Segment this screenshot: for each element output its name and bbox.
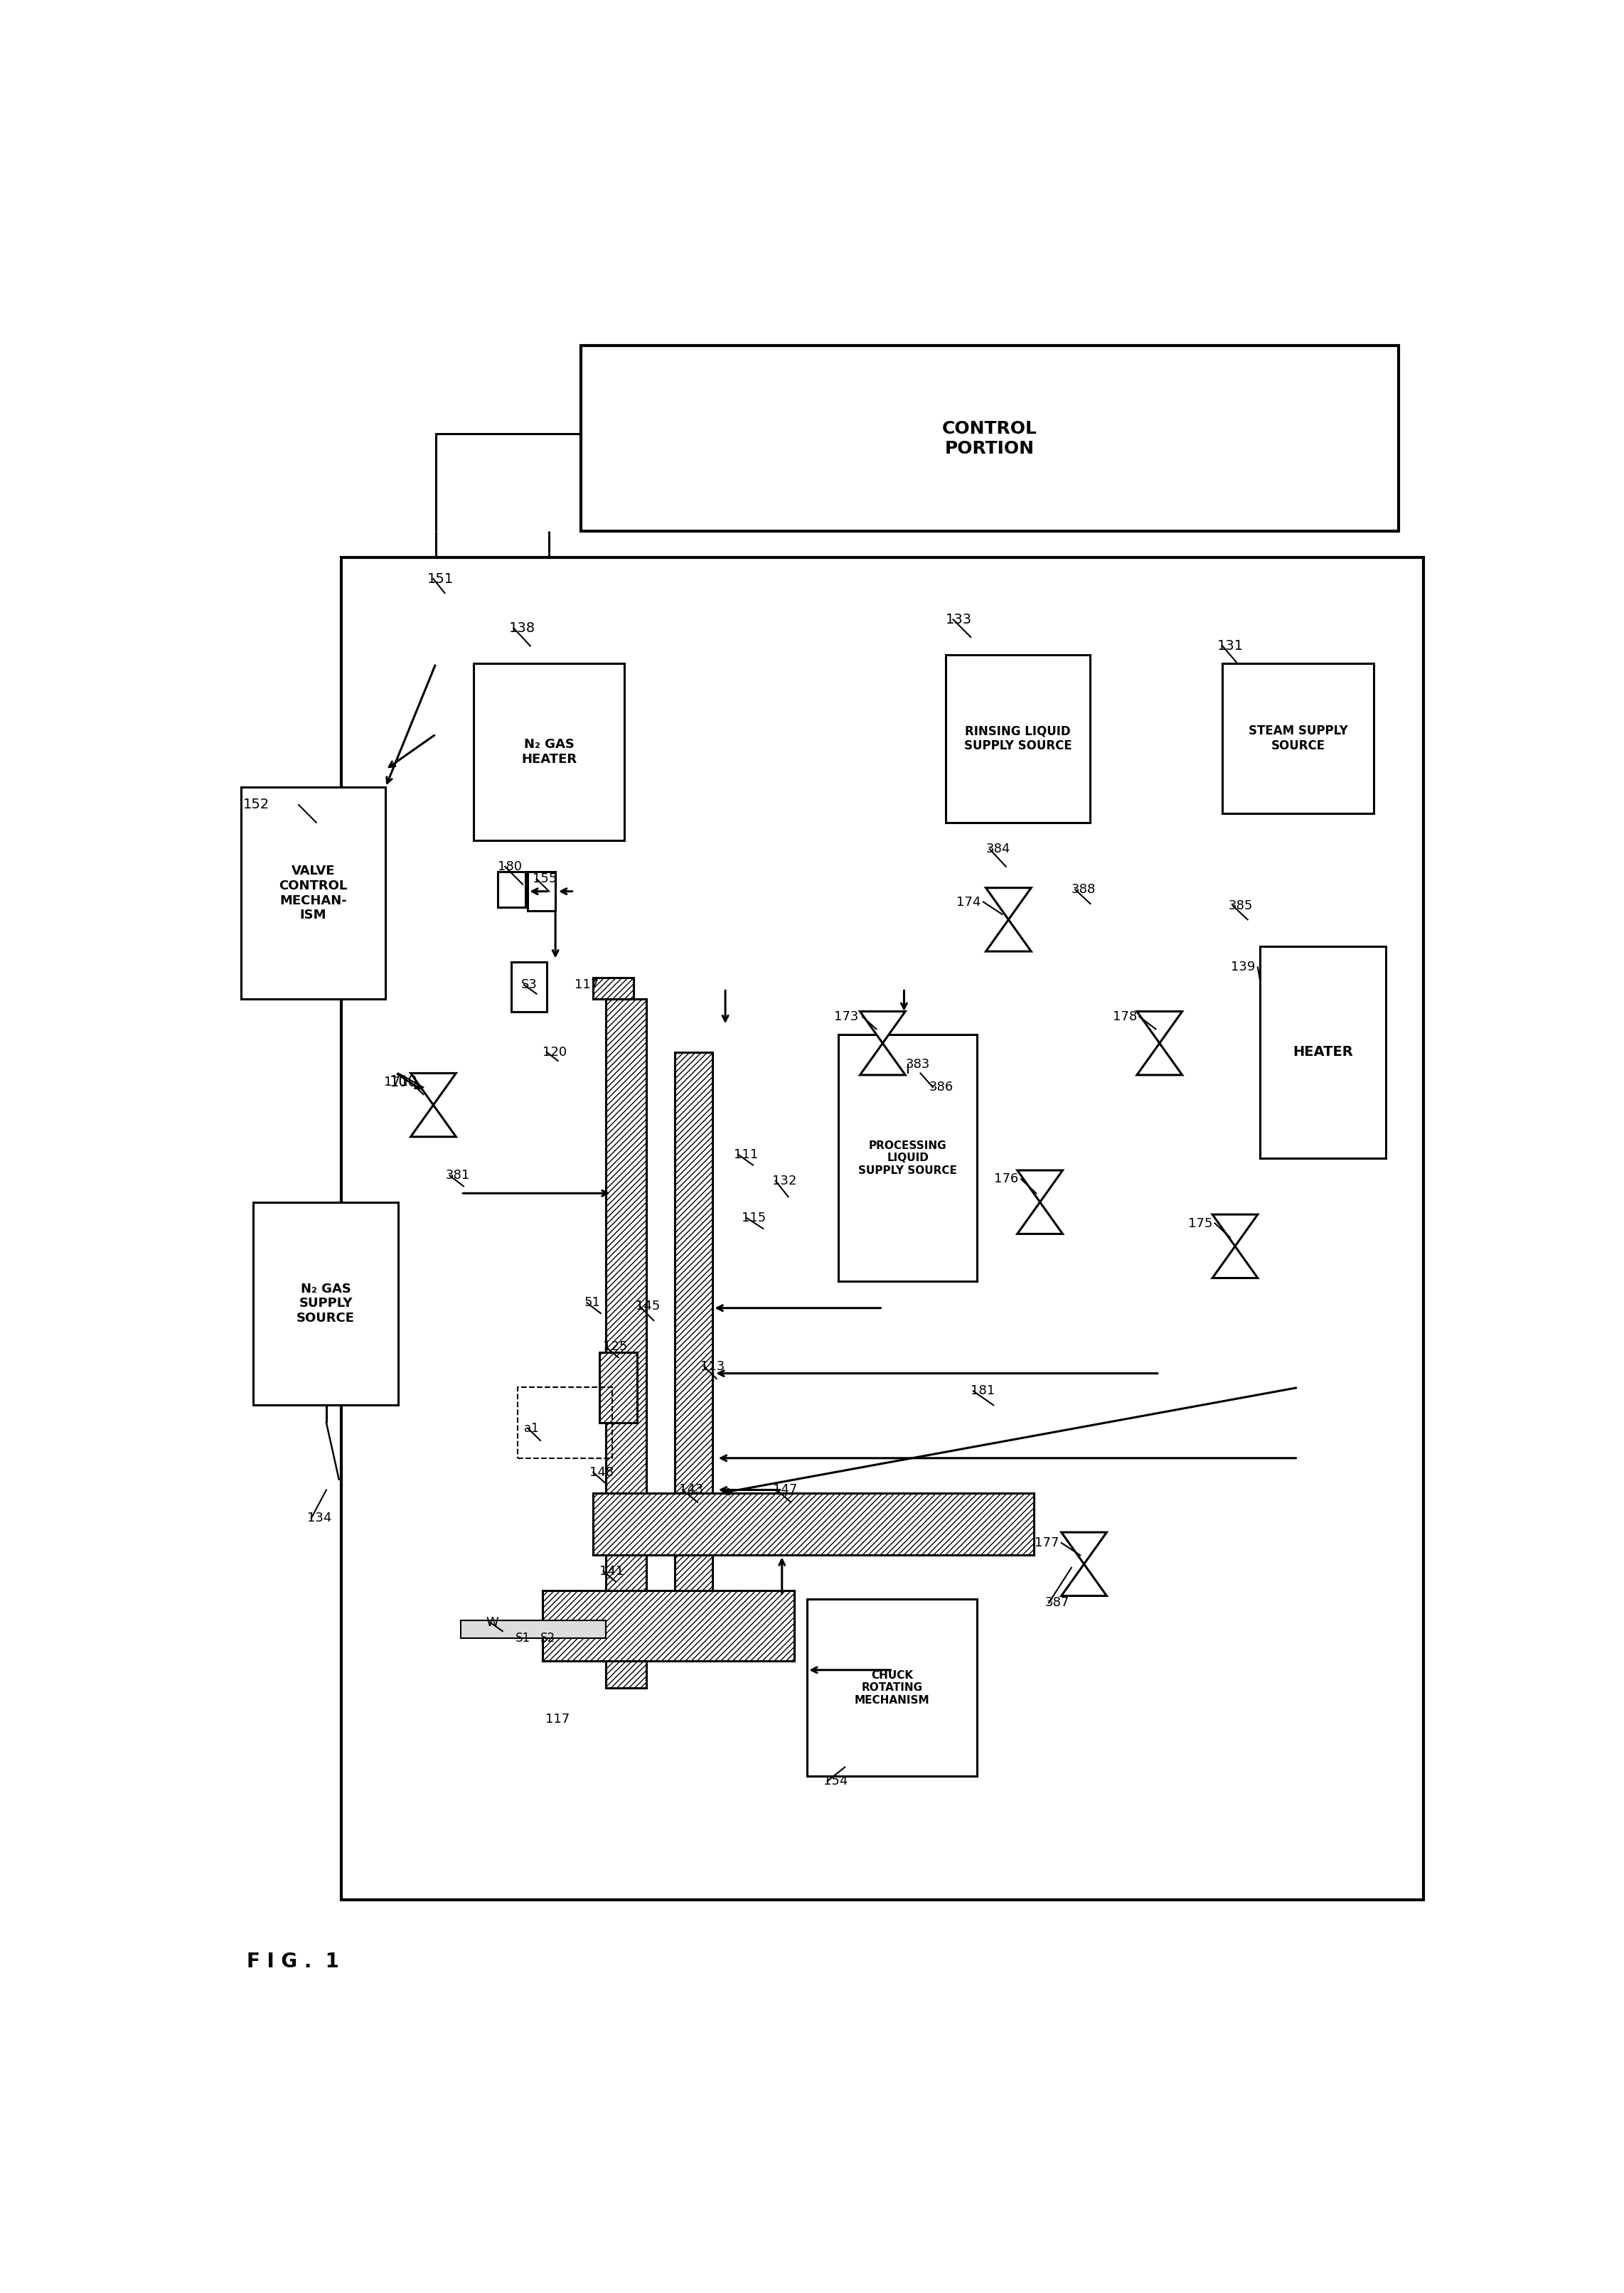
Text: 111: 111 [734, 1149, 758, 1160]
Polygon shape [411, 1105, 456, 1137]
Bar [512, 963, 547, 1011]
Text: 145: 145 [637, 1300, 661, 1312]
Text: S2: S2 [541, 1633, 555, 1644]
Text: CHUCK
ROTATING
MECHANISM: CHUCK ROTATING MECHANISM [854, 1669, 929, 1706]
Text: 133: 133 [945, 612, 973, 626]
Text: 152: 152 [244, 798, 270, 812]
Text: 148: 148 [590, 1465, 614, 1479]
Polygon shape [1137, 1011, 1182, 1043]
Text: 178: 178 [1112, 1011, 1137, 1023]
Bar [606, 1000, 646, 1688]
Text: 154: 154 [823, 1775, 848, 1789]
Text: 117: 117 [575, 979, 599, 991]
Text: 171: 171 [383, 1075, 408, 1089]
Polygon shape [861, 1011, 905, 1043]
Bar [253, 1202, 398, 1406]
Text: 381: 381 [447, 1169, 471, 1181]
Polygon shape [986, 887, 1031, 919]
Text: 151: 151 [427, 571, 453, 585]
Text: 385: 385 [1229, 899, 1254, 913]
Text: RINSING LIQUID
SUPPLY SOURCE: RINSING LIQUID SUPPLY SOURCE [965, 725, 1072, 752]
Text: 384: 384 [986, 842, 1010, 855]
Text: 383: 383 [905, 1057, 931, 1071]
Bar [945, 656, 1090, 823]
Text: N₂ GAS
SUPPLY
SOURCE: N₂ GAS SUPPLY SOURCE [297, 1282, 356, 1325]
Bar [581, 346, 1398, 532]
Text: 386: 386 [929, 1080, 953, 1094]
Bar [593, 1493, 1033, 1555]
Polygon shape [861, 1043, 905, 1075]
Polygon shape [1213, 1215, 1257, 1245]
Text: 173: 173 [835, 1011, 859, 1023]
Text: PROCESSING
LIQUID
SUPPLY SOURCE: PROCESSING LIQUID SUPPLY SOURCE [859, 1140, 957, 1176]
Bar [518, 1387, 612, 1458]
Text: 100: 100 [390, 1075, 417, 1089]
Polygon shape [411, 1073, 456, 1105]
Text: CONTROL
PORTION: CONTROL PORTION [942, 420, 1038, 456]
Text: 174: 174 [957, 897, 981, 908]
Text: 177: 177 [1034, 1536, 1059, 1550]
Text: N₂ GAS
HEATER: N₂ GAS HEATER [521, 738, 577, 766]
Bar [542, 1591, 794, 1660]
Text: VALVE
CONTROL
MECHAN-
ISM: VALVE CONTROL MECHAN- ISM [279, 864, 348, 922]
Text: 117: 117 [546, 1713, 570, 1727]
Text: 176: 176 [994, 1172, 1018, 1185]
Polygon shape [1213, 1245, 1257, 1277]
Text: W: W [486, 1617, 499, 1628]
Bar [807, 1601, 978, 1775]
Text: 132: 132 [771, 1174, 796, 1188]
Text: 113: 113 [700, 1360, 724, 1374]
Text: 147: 147 [773, 1484, 797, 1497]
Text: 388: 388 [1072, 883, 1096, 897]
Text: 387: 387 [1044, 1596, 1070, 1610]
Text: 143: 143 [679, 1484, 703, 1497]
Bar [341, 557, 1424, 1899]
Text: 131: 131 [1218, 640, 1244, 654]
Polygon shape [1017, 1169, 1062, 1202]
Polygon shape [1062, 1564, 1106, 1596]
Text: 115: 115 [742, 1211, 767, 1224]
Polygon shape [1017, 1202, 1062, 1234]
Bar [528, 871, 555, 910]
Text: 181: 181 [971, 1385, 996, 1396]
Text: 120: 120 [542, 1046, 567, 1059]
Bar [1223, 663, 1374, 814]
Bar [240, 786, 385, 1000]
Text: 141: 141 [599, 1564, 624, 1578]
Bar [497, 871, 525, 908]
Text: 51: 51 [585, 1296, 601, 1309]
Text: 139: 139 [1231, 961, 1255, 975]
Bar [474, 663, 625, 839]
Text: HEATER: HEATER [1293, 1046, 1353, 1059]
Text: 125: 125 [603, 1341, 628, 1353]
Text: S1: S1 [515, 1633, 529, 1644]
Bar [461, 1621, 606, 1637]
Text: 180: 180 [497, 860, 521, 874]
Text: 175: 175 [1187, 1218, 1213, 1229]
Bar [838, 1034, 978, 1282]
Text: STEAM SUPPLY
SOURCE: STEAM SUPPLY SOURCE [1249, 725, 1348, 752]
Text: S3: S3 [521, 979, 538, 991]
Text: 155: 155 [533, 874, 557, 885]
Bar [593, 977, 633, 1000]
Text: F I G .  1: F I G . 1 [247, 1951, 339, 1972]
Polygon shape [1062, 1532, 1106, 1564]
Bar [1260, 947, 1385, 1158]
Text: a1: a1 [525, 1422, 539, 1435]
Polygon shape [986, 919, 1031, 952]
Polygon shape [1137, 1043, 1182, 1075]
Text: 134: 134 [307, 1511, 331, 1525]
Bar [599, 1353, 637, 1422]
Bar [676, 1052, 713, 1653]
Text: 138: 138 [508, 621, 536, 635]
